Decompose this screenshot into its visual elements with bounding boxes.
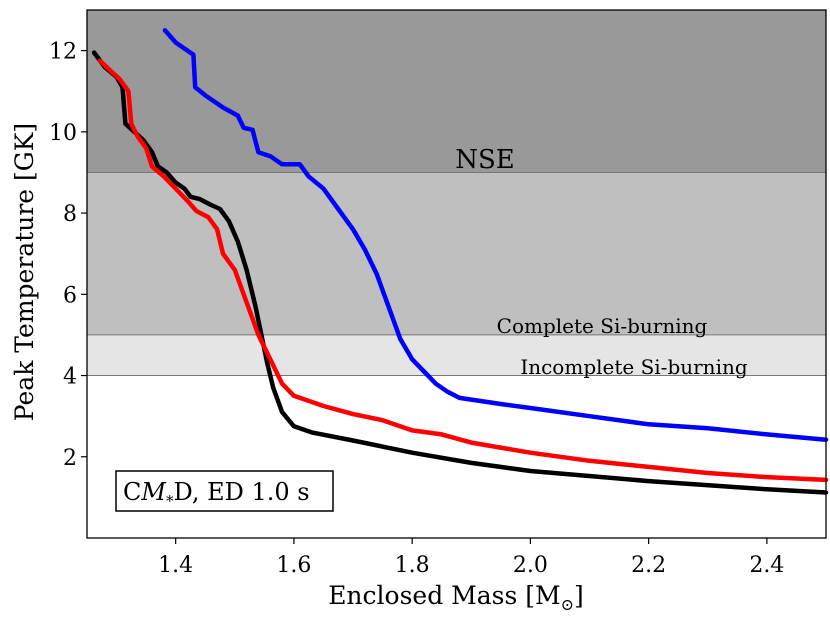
y-tick-label: 8 xyxy=(63,202,77,227)
region-boundaries xyxy=(87,171,826,377)
series-line-blue xyxy=(162,28,829,442)
region-bands xyxy=(87,10,826,376)
x-tick-label: 2.4 xyxy=(749,553,784,578)
region-incomplete-si xyxy=(87,334,826,376)
x-axis-label: Enclosed Mass [M⊙] xyxy=(328,581,584,614)
x-tick-label: 1.6 xyxy=(276,553,311,578)
y-tick-label: 4 xyxy=(63,365,77,390)
x-tick-label: 1.8 xyxy=(395,553,430,578)
plot-frame xyxy=(86,9,827,539)
region-labels: NSE Complete Si-burning Incomplete Si-burn… xyxy=(455,145,748,379)
region-label-incomplete-si: Incomplete Si-burning xyxy=(520,355,748,379)
x-axis-label-main: Enclosed Mass [M xyxy=(328,581,560,610)
series-group xyxy=(91,28,829,495)
annotation-post: D, ED 1.0 s xyxy=(173,478,309,506)
y-axis-label: Peak Temperature [GK] xyxy=(10,123,39,421)
y-tick-label: 2 xyxy=(63,446,77,471)
annotation-math: M xyxy=(140,478,167,506)
annotation-pre: C xyxy=(123,478,141,506)
annotation: CM*D, ED 1.0 s xyxy=(115,470,334,512)
x-tick-label: 2.2 xyxy=(631,553,666,578)
axis-ticks: 1.4 1.6 1.8 2.0 2.2 2.4 2 4 6 8 10 12 xyxy=(49,40,784,578)
x-axis-label-sub: ⊙ xyxy=(561,595,574,614)
y-tick-label: 10 xyxy=(49,121,77,146)
annotation-sub: * xyxy=(166,492,174,510)
x-axis-label-end: ] xyxy=(574,581,584,610)
region-NSE xyxy=(87,10,826,173)
annotation-text: CM*D, ED 1.0 s xyxy=(123,478,310,510)
x-tick-label: 1.4 xyxy=(158,553,193,578)
x-tick-label: 2.0 xyxy=(513,553,548,578)
y-tick-label: 12 xyxy=(49,40,77,65)
series-line-red xyxy=(97,58,829,483)
annotation-box xyxy=(115,470,334,512)
region-complete-si xyxy=(87,172,826,335)
region-label-complete-si: Complete Si-burning xyxy=(497,314,708,338)
region-label-NSE: NSE xyxy=(455,145,515,175)
y-tick-label: 6 xyxy=(63,283,77,308)
